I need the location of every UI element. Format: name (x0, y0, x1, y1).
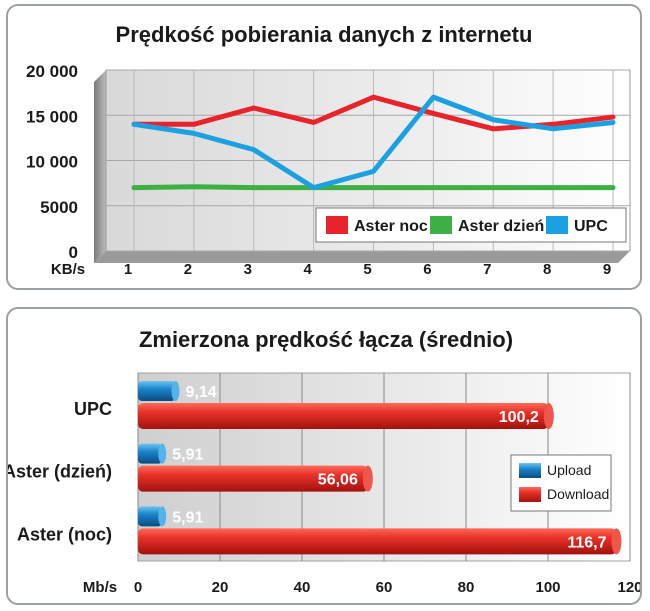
y-tick-label: 5000 (40, 198, 78, 217)
download-bar-cap (362, 465, 373, 492)
plot-floor (94, 251, 630, 263)
bar-chart-title: Zmierzona prędkość łącza (średnio) (139, 327, 513, 352)
download-value-label: 100,2 (499, 409, 539, 426)
legend-label: UPC (574, 218, 608, 235)
upload-bar (138, 443, 163, 464)
legend-swatch (326, 216, 348, 234)
x-tick-label: 120 (617, 579, 640, 596)
download-bar-cap (611, 528, 622, 555)
upload-value-label: 9,14 (185, 384, 216, 401)
upload-bar-cap (171, 381, 180, 401)
download-bar (138, 465, 368, 492)
x-tick-label: 80 (458, 579, 475, 596)
x-tick-label: 1 (124, 261, 132, 278)
x-tick-label: 7 (483, 261, 491, 278)
x-tick-label: 6 (423, 261, 431, 278)
category-label: Aster (noc) (17, 524, 112, 544)
upload-bar (138, 381, 176, 401)
line-chart-title: Prędkość pobierania danych z internetu (116, 22, 533, 47)
upload-value-label: 5,91 (172, 447, 203, 464)
bar-chart-panel: Zmierzona prędkość łącza (średnio) 0 20 40… (6, 307, 642, 605)
y-tick-label: 0 (69, 243, 78, 262)
legend-swatch (519, 463, 541, 478)
y-tick-label: 10 000 (26, 153, 78, 172)
line-chart-panel: Prędkość pobierania danych z internetu 0… (6, 4, 642, 290)
category-label: Aster (dzień) (8, 462, 112, 482)
legend-label: Upload (547, 462, 591, 478)
upload-bar (138, 506, 163, 527)
download-bar (138, 528, 617, 555)
legend-label: Aster noc (354, 218, 428, 235)
x-tick-label: 3 (244, 261, 252, 278)
y-tick-label: 20 000 (26, 62, 78, 81)
x-tick-label: 2 (184, 261, 192, 278)
series-line-aster-dzie- (131, 184, 616, 191)
legend-swatch (430, 216, 452, 234)
line-chart: Prędkość pobierania danych z internetu 0… (26, 22, 631, 278)
download-bar-cap (543, 403, 554, 429)
x-axis-unit-label: Mb/s (83, 579, 117, 596)
x-tick-label: 8 (543, 261, 551, 278)
download-value-label: 56,06 (318, 472, 358, 489)
legend-label: Download (547, 486, 609, 502)
series-line-upc (131, 94, 616, 191)
x-tick-label: 5 (363, 261, 371, 278)
y-axis-unit-label: KB/s (51, 261, 85, 278)
x-tick-label: 9 (603, 261, 611, 278)
x-tick-label: 4 (303, 261, 312, 278)
legend-swatch (519, 487, 541, 502)
x-tick-label: 0 (134, 579, 142, 596)
x-tick-label: 100 (535, 579, 560, 596)
upload-value-label: 5,91 (172, 509, 203, 526)
x-tick-label: 60 (376, 579, 393, 596)
download-value-label: 116,7 (567, 534, 606, 551)
y-tick-label: 15 000 (26, 107, 78, 126)
download-bar (138, 403, 549, 429)
legend-box (315, 207, 627, 243)
legend-swatch (546, 216, 568, 234)
legend-label: Aster dzień (458, 218, 544, 235)
plot-side-wall (94, 70, 106, 263)
bar-chart: Zmierzona prędkość łącza (średnio) 0 20 40… (8, 327, 640, 596)
x-tick-label: 40 (294, 579, 311, 596)
category-label: UPC (74, 399, 112, 419)
x-tick-label: 20 (212, 579, 229, 596)
upload-bar-cap (158, 506, 167, 527)
upload-bar-cap (158, 443, 167, 464)
